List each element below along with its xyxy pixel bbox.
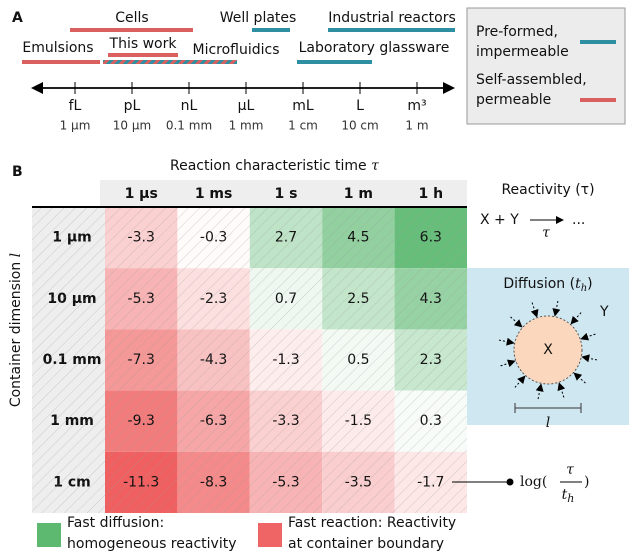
column-label: 1 s — [275, 186, 298, 202]
system-bar — [108, 53, 178, 57]
panel-label: A — [12, 10, 23, 26]
log-open: log( — [520, 474, 547, 490]
scale-size: 10 µm — [113, 119, 151, 133]
scale-unit: µL — [238, 98, 255, 114]
system-label: This work — [109, 36, 178, 52]
system-bar — [297, 60, 372, 64]
scale-unit: fL — [69, 98, 82, 114]
column-label: 1 h — [419, 186, 444, 202]
scale-unit: L — [356, 98, 364, 114]
legend-label: at container boundary — [288, 536, 444, 552]
legend-label: permeable — [476, 92, 551, 108]
system-label: Microfluidics — [192, 42, 279, 58]
system-bar — [70, 28, 193, 32]
legend-swatch — [258, 523, 282, 547]
species-x: X — [543, 342, 553, 358]
scale-size: 1 mm — [229, 119, 264, 133]
size-symbol: l — [546, 415, 550, 431]
legend-swatch — [37, 523, 61, 547]
tau: τ — [542, 225, 550, 241]
system-label: Industrial reactors — [328, 10, 456, 26]
column-label: 1 m — [344, 186, 373, 202]
system-label: Cells — [115, 10, 148, 26]
reactivity-label: Reactivity (τ) — [501, 182, 594, 198]
legend-label: impermeable — [476, 44, 569, 60]
system-bar — [328, 28, 455, 32]
panel-label: B — [12, 164, 23, 180]
legend-label: Fast reaction: Reactivity — [288, 515, 456, 531]
log-den: th — [562, 487, 575, 505]
product: ... — [572, 212, 585, 228]
column-title: Reaction characteristic time τ — [170, 158, 379, 174]
scale-unit: m³ — [407, 98, 426, 114]
legend-label: Pre-formed, — [476, 24, 558, 40]
row-title: Container dimension l — [8, 253, 24, 407]
log-num: τ — [566, 462, 574, 478]
legend-label: homogeneous reactivity — [67, 536, 236, 552]
column-label: 1 ms — [195, 186, 233, 202]
scale-unit: pL — [124, 98, 141, 114]
scale-size: 1 m — [405, 119, 428, 133]
legend-label: Self-assembled, — [476, 72, 587, 88]
log-close: ) — [584, 474, 589, 490]
system-bar — [22, 60, 100, 64]
scale-size: 0.1 mm — [166, 119, 212, 133]
pointer-dot — [507, 479, 514, 486]
scale-unit: nL — [181, 98, 198, 114]
scale-size: 1 µm — [60, 119, 91, 133]
system-label: Emulsions — [22, 40, 93, 56]
scale-unit: mL — [292, 98, 314, 114]
system-label: Well plates — [220, 10, 297, 26]
diffusion-label: Diffusion (th) — [503, 276, 592, 294]
system-label: Laboratory glassware — [299, 40, 450, 56]
species-y: Y — [599, 304, 609, 320]
legend-label: Fast diffusion: — [67, 515, 164, 531]
reaction: X + Y — [480, 212, 519, 228]
scale-size: 10 cm — [341, 119, 378, 133]
hatch — [32, 207, 467, 513]
scale-size: 1 cm — [288, 119, 318, 133]
system-bar — [103, 60, 237, 64]
system-bar — [252, 28, 290, 32]
figure: A Cells Well plates Industrial reactors … — [0, 0, 629, 554]
column-label: 1 µs — [125, 186, 158, 202]
